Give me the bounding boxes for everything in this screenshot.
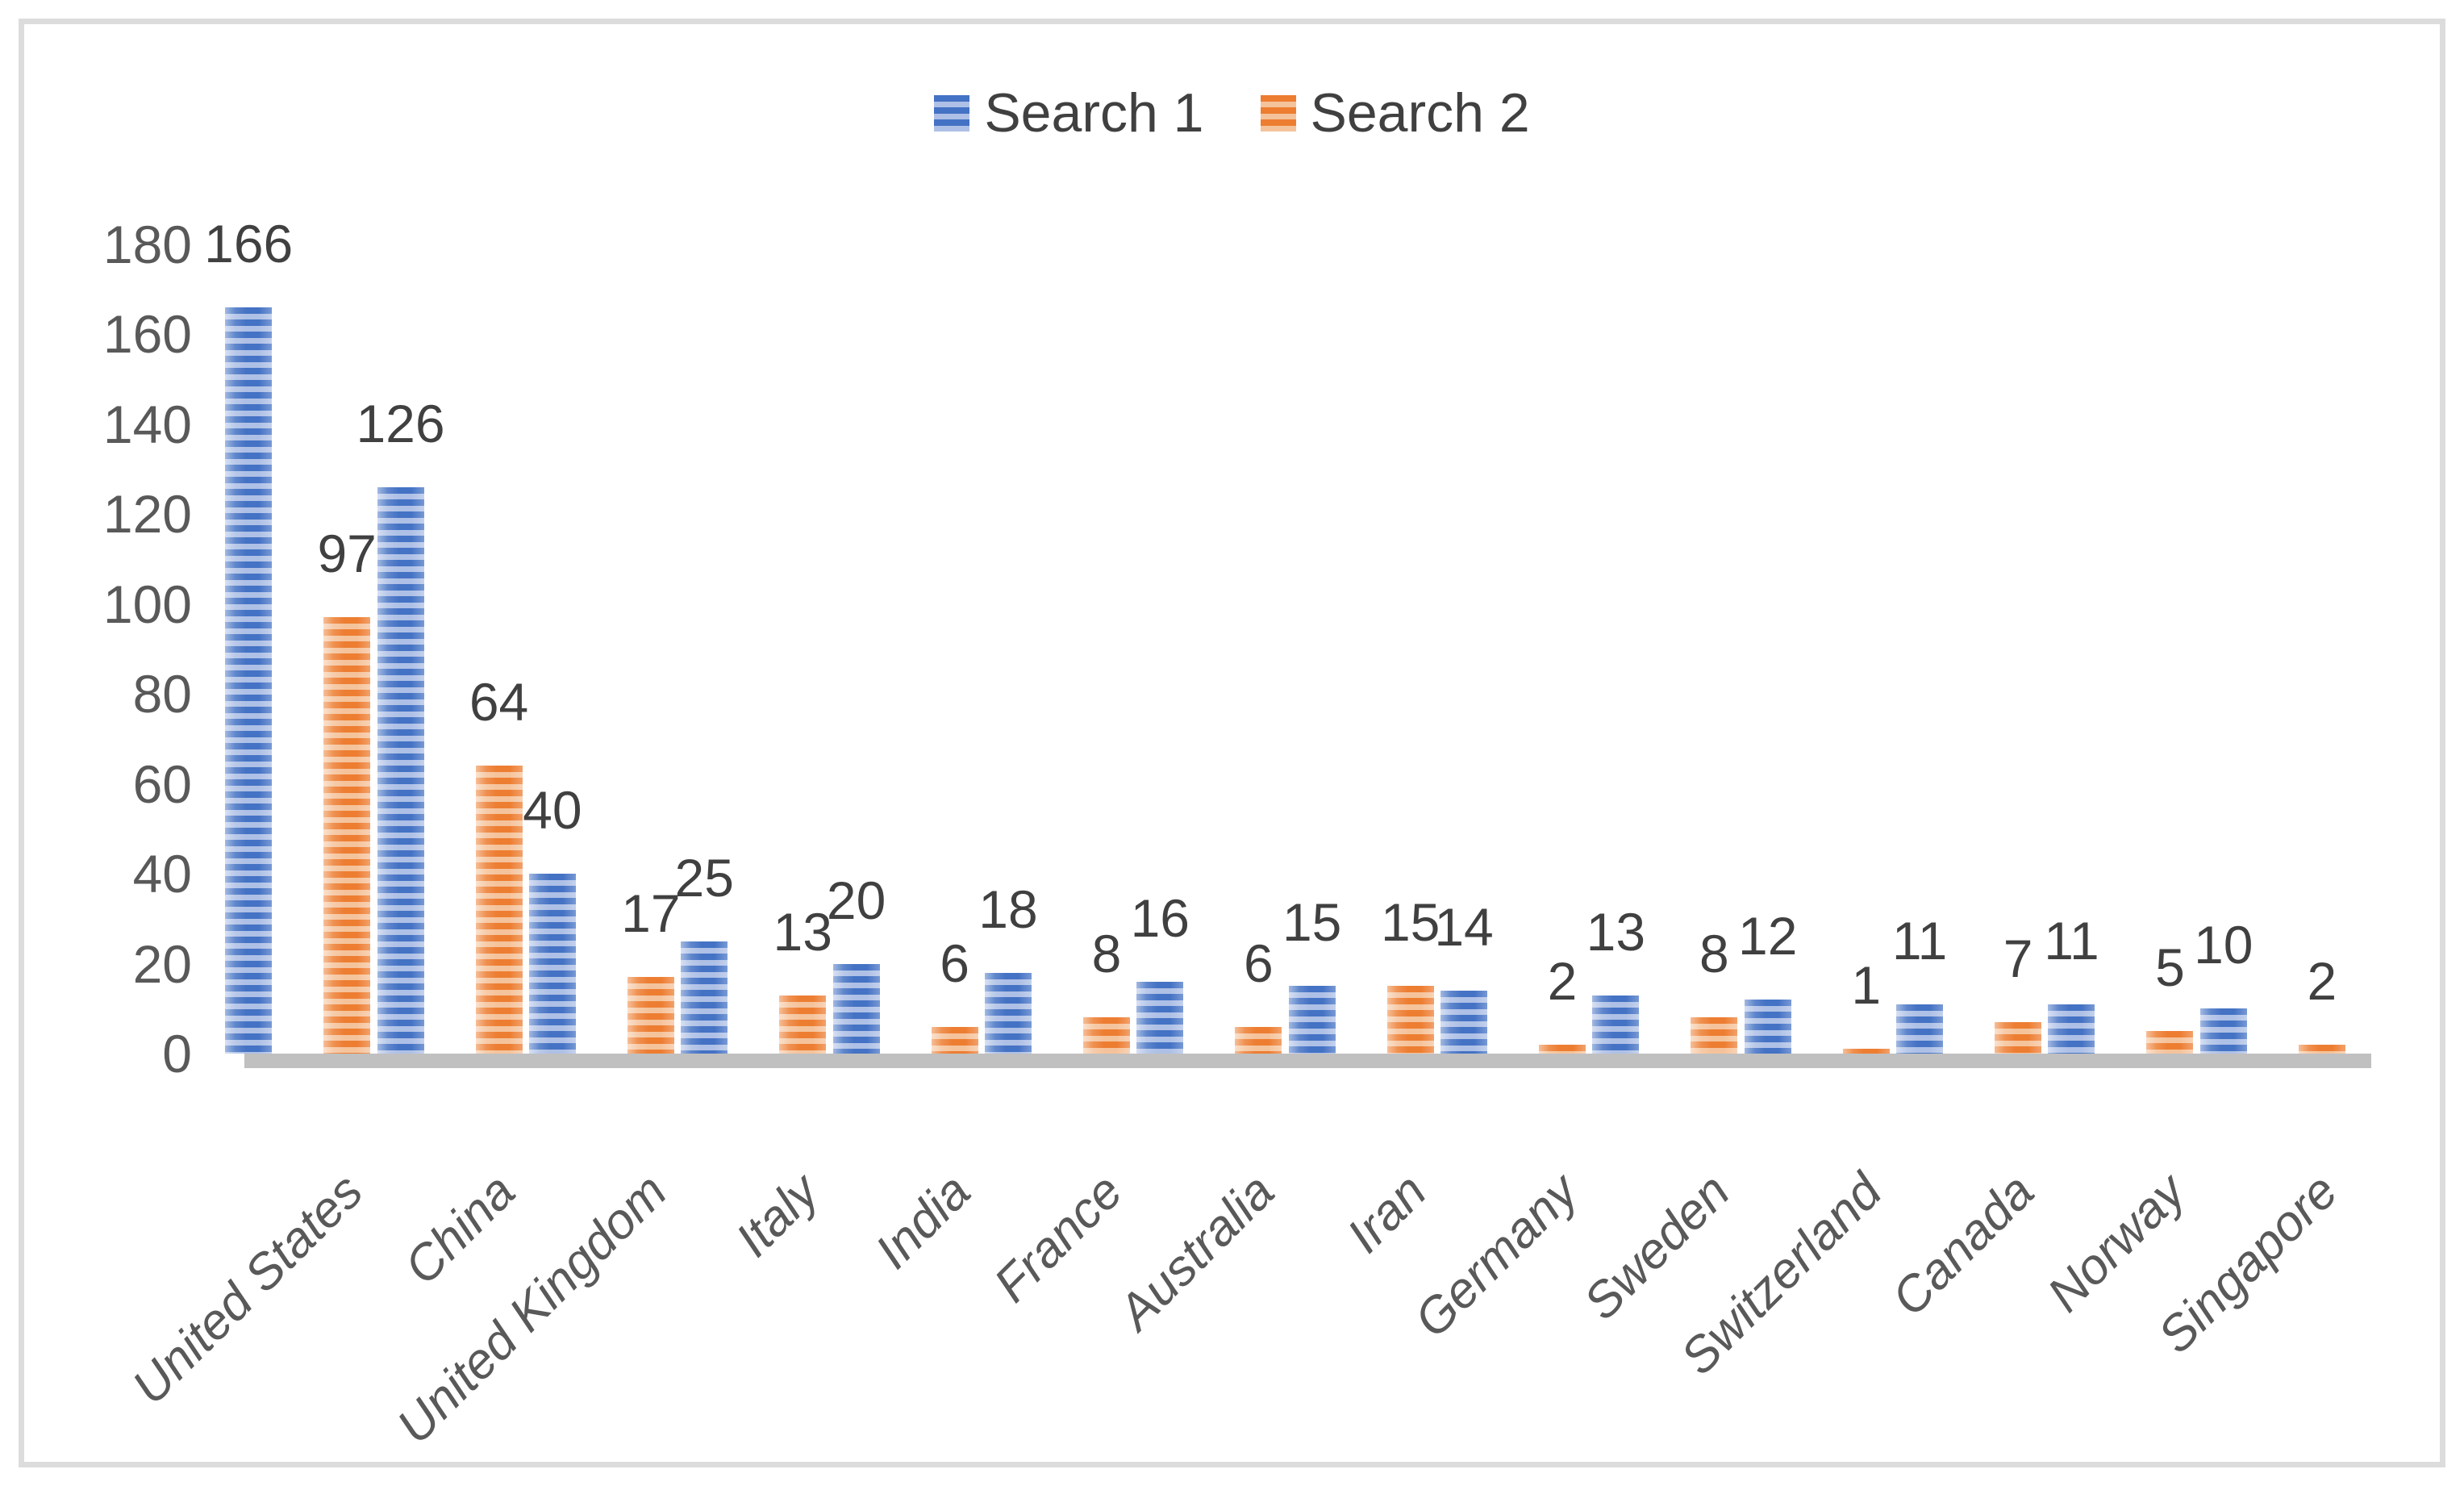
legend-swatch-search-2 — [1260, 94, 1296, 131]
bar-search-2-india — [931, 1026, 978, 1054]
bar-search-1-united-states — [225, 307, 273, 1054]
y-axis-tick-label: 140 — [102, 394, 192, 454]
bar-search-1-iran — [1288, 986, 1336, 1054]
value-label-search-1-iran: 15 — [1282, 892, 1342, 953]
value-label-search-2-sweden: 8 — [1699, 924, 1729, 984]
bar-search-2-united-kingdom — [627, 977, 674, 1054]
bar-search-2-iran — [1386, 986, 1434, 1054]
value-label-search-2-united-states: 97 — [317, 524, 377, 584]
value-label-search-1-norway: 11 — [2044, 910, 2099, 970]
bar-search-2-australia — [1235, 1026, 1282, 1054]
legend-label: Search 1 — [984, 82, 1204, 144]
bar-search-1-china — [377, 486, 424, 1054]
value-label-search-1-china: 126 — [356, 393, 445, 453]
value-label-search-2-switzerland: 1 — [1851, 955, 1882, 1016]
legend-label: Search 2 — [1310, 82, 1530, 144]
legend-entry-search-1: Search 1 — [934, 82, 1204, 144]
y-axis-tick-label: 40 — [132, 844, 192, 904]
y-axis-tick-label: 60 — [132, 753, 192, 814]
value-label-search-1-india: 20 — [826, 870, 886, 930]
value-label-search-2-singapore: 2 — [2307, 950, 2337, 1011]
bar-search-1-singapore — [2199, 1008, 2247, 1054]
y-axis-tick-label: 80 — [132, 664, 192, 724]
value-label-search-1-canada: 11 — [1891, 910, 1948, 970]
value-label-search-2-australia: 6 — [1243, 933, 1274, 993]
value-label-search-1-switzerland: 12 — [1738, 906, 1798, 966]
value-label-search-1-sweden: 13 — [1586, 901, 1646, 962]
y-axis-tick-label: 180 — [102, 215, 192, 274]
value-label-search-1-australia: 16 — [1130, 887, 1190, 948]
value-label-search-1-united-kingdom: 40 — [523, 780, 582, 841]
bar-search-2-canada — [1995, 1021, 2042, 1054]
value-label-search-1-france: 18 — [978, 879, 1038, 939]
bar-search-1-united-kingdom — [528, 874, 576, 1054]
value-label-search-2-india: 6 — [940, 933, 969, 993]
value-label-search-2-iran: 15 — [1380, 892, 1440, 953]
value-label-search-1-united-states: 166 — [204, 214, 294, 273]
bar-search-1-norway — [2048, 1004, 2095, 1054]
bar-search-1-italy — [681, 941, 728, 1054]
value-label-search-2-italy: 13 — [773, 901, 832, 962]
legend: Search 1 Search 2 — [0, 86, 2464, 140]
legend-swatch-search-1 — [934, 94, 970, 131]
bar-search-2-norway — [2146, 1031, 2194, 1054]
value-label-search-1-germany: 14 — [1434, 896, 1494, 957]
bar-search-2-united-states — [323, 617, 371, 1054]
bar-search-2-china — [475, 766, 523, 1054]
bar-search-2-germany — [1539, 1044, 1586, 1054]
bar-search-2-sweden — [1691, 1017, 1738, 1054]
y-axis-tick-label: 120 — [102, 484, 192, 545]
bar-search-2-france — [1082, 1017, 1130, 1054]
bar-search-1-canada — [1896, 1004, 1944, 1054]
y-axis-tick-label: 160 — [102, 304, 192, 365]
bar-search-1-germany — [1440, 990, 1488, 1054]
value-label-search-2-china: 64 — [469, 672, 529, 733]
x-axis-line — [244, 1054, 2371, 1068]
bar-search-1-france — [984, 972, 1032, 1054]
legend-entry-search-2: Search 2 — [1260, 82, 1530, 144]
bar-search-2-italy — [779, 995, 827, 1054]
value-label-search-2-norway: 5 — [2155, 937, 2185, 998]
y-axis-tick-label: 100 — [102, 574, 192, 634]
bar-search-1-switzerland — [1744, 1000, 1791, 1054]
y-axis-tick-label: 0 — [162, 1024, 192, 1083]
bar-search-1-india — [832, 963, 880, 1054]
value-label-search-2-canada: 7 — [2003, 928, 2033, 988]
chart-border — [19, 19, 2445, 1467]
bar-search-2-singapore — [2298, 1044, 2345, 1054]
value-label-search-2-france: 8 — [1091, 924, 1122, 984]
value-label-search-2-germany: 2 — [1547, 950, 1578, 1011]
bar-search-1-australia — [1136, 981, 1184, 1054]
y-axis-tick-label: 20 — [132, 933, 192, 994]
value-label-search-1-singapore: 10 — [2194, 915, 2253, 975]
value-label-search-1-italy: 25 — [674, 847, 734, 908]
value-label-search-2-united-kingdom: 17 — [621, 883, 681, 944]
bar-search-1-sweden — [1592, 995, 1640, 1054]
bar-search-2-switzerland — [1842, 1049, 1890, 1054]
